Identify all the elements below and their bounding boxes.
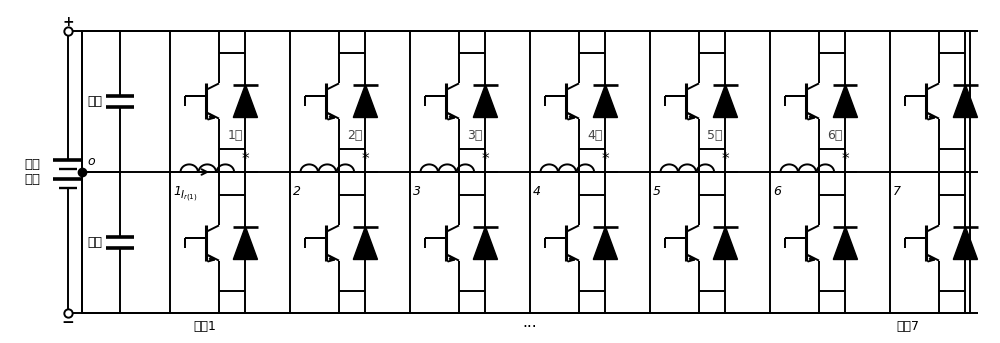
Text: +: +	[62, 15, 74, 29]
Bar	[82, 31, 970, 313]
Text: 3: 3	[413, 185, 421, 198]
Text: 3相: 3相	[467, 129, 483, 142]
Text: 电容: 电容	[88, 95, 103, 108]
Text: 桥臇1: 桥臇1	[194, 320, 216, 333]
Text: 2相: 2相	[347, 129, 363, 142]
Polygon shape	[473, 226, 498, 260]
Polygon shape	[353, 84, 378, 118]
Polygon shape	[593, 226, 618, 260]
Polygon shape	[833, 84, 857, 118]
Text: $I_{r(1)}$: $I_{r(1)}$	[180, 189, 198, 204]
Text: *: *	[602, 152, 609, 166]
Text: o: o	[87, 155, 95, 168]
Text: 直流
电压: 直流 电压	[24, 158, 40, 186]
Text: 4相: 4相	[587, 129, 603, 142]
Text: *: *	[722, 152, 729, 166]
Text: 电容: 电容	[88, 236, 103, 249]
Text: 4: 4	[533, 185, 541, 198]
Polygon shape	[233, 84, 258, 118]
Text: 2: 2	[293, 185, 301, 198]
Polygon shape	[953, 84, 978, 118]
Polygon shape	[953, 226, 978, 260]
Text: 5相: 5相	[707, 129, 723, 142]
Text: 5: 5	[653, 185, 661, 198]
Polygon shape	[233, 226, 258, 260]
Text: *: *	[362, 152, 369, 166]
Text: 7: 7	[893, 185, 901, 198]
Polygon shape	[353, 226, 378, 260]
Polygon shape	[833, 226, 857, 260]
Polygon shape	[713, 226, 738, 260]
Text: 1: 1	[173, 185, 181, 198]
Text: ···: ···	[523, 320, 537, 335]
Text: 1相: 1相	[227, 129, 243, 142]
Polygon shape	[713, 84, 738, 118]
Text: 6相: 6相	[827, 129, 843, 142]
Polygon shape	[593, 84, 618, 118]
Text: 桥臇7: 桥臇7	[896, 320, 920, 333]
Polygon shape	[473, 84, 498, 118]
Text: 6: 6	[773, 185, 781, 198]
Text: *: *	[242, 152, 249, 166]
Text: *: *	[482, 152, 489, 166]
Text: *: *	[842, 152, 849, 166]
Text: −: −	[62, 315, 74, 330]
